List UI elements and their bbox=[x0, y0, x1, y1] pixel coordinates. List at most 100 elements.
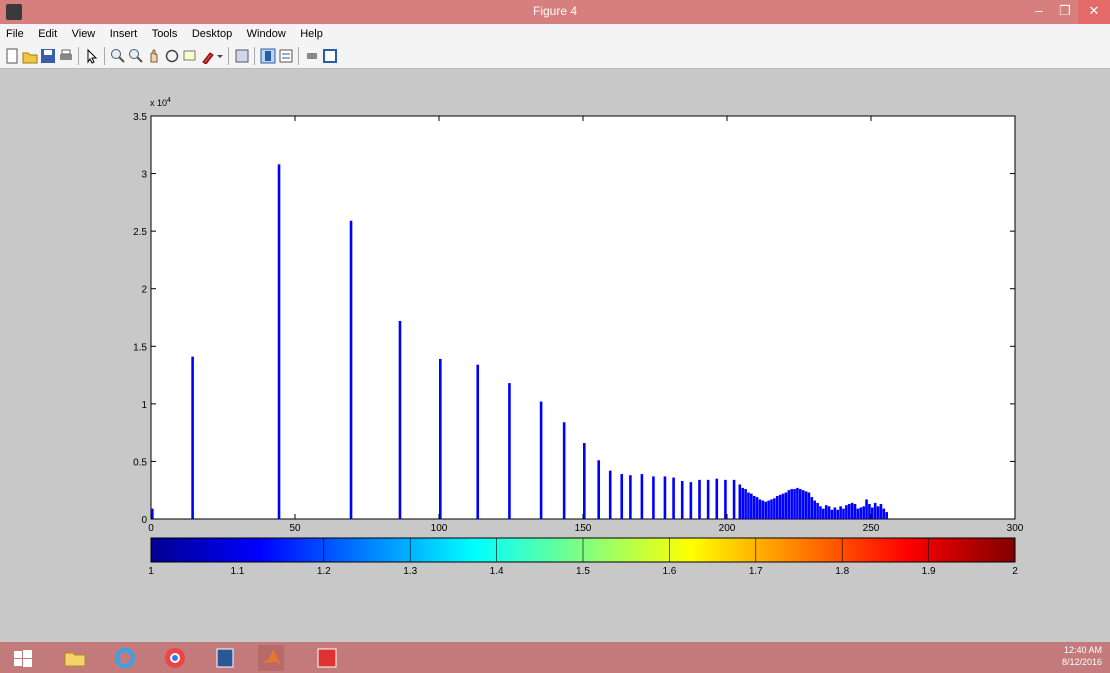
zoom-out-icon[interactable] bbox=[128, 48, 144, 64]
menu-desktop[interactable]: Desktop bbox=[191, 28, 233, 40]
document-app-icon[interactable] bbox=[212, 645, 238, 671]
histogram-bar bbox=[663, 476, 667, 519]
minimize-button[interactable]: – bbox=[1035, 3, 1043, 18]
histogram-bar bbox=[836, 509, 840, 519]
histogram-bar bbox=[842, 508, 845, 519]
histogram-bar bbox=[349, 220, 353, 519]
x-tick-label: 200 bbox=[719, 523, 736, 534]
figure-canvas[interactable]: 0 50 100 150 200 250 300 0 0.5 1 1.5 2 2.5 3 3.5 x 104… bbox=[0, 69, 1110, 642]
x-tick-label: 250 bbox=[863, 523, 880, 534]
histogram-bar bbox=[715, 478, 719, 519]
histogram-bar bbox=[640, 474, 644, 519]
menu-view[interactable]: View bbox=[71, 28, 96, 40]
histogram-bar bbox=[439, 358, 442, 519]
histogram-bar bbox=[508, 383, 511, 519]
y-tick-label: 3 bbox=[141, 170, 147, 181]
rotate-3d-icon[interactable] bbox=[164, 48, 180, 64]
new-figure-icon[interactable] bbox=[4, 48, 20, 64]
x-tick-label: 150 bbox=[575, 523, 592, 534]
x-tick-label: 50 bbox=[289, 523, 301, 534]
open-file-icon[interactable] bbox=[22, 48, 38, 64]
histogram-bar bbox=[620, 474, 624, 519]
histogram-bar bbox=[784, 492, 788, 519]
data-cursor-icon[interactable] bbox=[182, 48, 198, 64]
clock-date: 8/12/2016 bbox=[1061, 657, 1102, 667]
window-title: Figure 4 bbox=[532, 4, 578, 18]
save-icon[interactable] bbox=[40, 48, 56, 64]
menu-window[interactable]: Window bbox=[246, 28, 286, 40]
colorbar-tick-label: 1.3 bbox=[403, 566, 417, 577]
insert-legend-icon[interactable] bbox=[278, 48, 294, 64]
hide-plot-tools-icon[interactable] bbox=[304, 48, 320, 64]
insert-colorbar-icon[interactable] bbox=[260, 48, 276, 64]
y-tick-label: 2 bbox=[141, 285, 147, 296]
colorbar-tick-label: 1.2 bbox=[317, 566, 331, 577]
histogram-bar bbox=[813, 500, 816, 519]
internet-explorer-icon[interactable] bbox=[112, 645, 138, 671]
window-titlebar: Figure 4 – ❐ ✕ bbox=[0, 0, 1110, 24]
system-clock[interactable]: 12:40 AM 8/12/2016 bbox=[1062, 644, 1102, 668]
image-app-icon[interactable] bbox=[314, 645, 340, 671]
histogram-bar bbox=[879, 504, 883, 519]
figure-toolbar bbox=[0, 44, 1110, 69]
histogram-bar bbox=[652, 476, 655, 519]
file-explorer-icon[interactable] bbox=[62, 645, 88, 671]
histogram-bar bbox=[773, 498, 776, 519]
histogram-bar bbox=[775, 495, 779, 519]
histogram-bar bbox=[151, 508, 154, 519]
colorbar-tick-label: 1.6 bbox=[662, 566, 676, 577]
histogram-bar bbox=[859, 507, 863, 519]
histogram-bar bbox=[876, 506, 880, 519]
menu-file[interactable]: File bbox=[6, 28, 24, 40]
link-plot-icon[interactable] bbox=[234, 48, 250, 64]
histogram-bar bbox=[824, 505, 828, 519]
show-plot-tools-icon[interactable] bbox=[322, 48, 338, 64]
colorbar-tick-label: 1.9 bbox=[922, 566, 936, 577]
histogram-bar bbox=[885, 512, 888, 519]
colorbar-tick-label: 1.7 bbox=[749, 566, 763, 577]
close-button[interactable]: ✕ bbox=[1078, 0, 1110, 24]
menu-help[interactable]: Help bbox=[300, 28, 323, 40]
histogram-bar bbox=[732, 479, 736, 519]
histogram-bar bbox=[597, 460, 600, 519]
histogram-bar bbox=[833, 507, 837, 519]
menu-edit[interactable]: Edit bbox=[38, 28, 58, 40]
colorbar-tick-label: 1.5 bbox=[576, 566, 590, 577]
toolbar-separator bbox=[104, 47, 105, 65]
matlab-icon[interactable] bbox=[258, 645, 284, 671]
histogram-bar bbox=[764, 501, 768, 519]
histogram-bar bbox=[845, 505, 848, 519]
toolbar-separator bbox=[78, 47, 79, 65]
maximize-button[interactable]: ❐ bbox=[1059, 3, 1071, 18]
histogram-bar bbox=[787, 490, 791, 519]
histogram-bar bbox=[724, 479, 727, 519]
toolbar-separator bbox=[254, 47, 255, 65]
plot-svg: 0 50 100 150 200 250 300 0 0.5 1 1.5 2 2.5 3 3.5 x 104… bbox=[133, 97, 1024, 577]
zoom-in-icon[interactable] bbox=[110, 48, 126, 64]
histogram-bar bbox=[799, 489, 802, 519]
menu-tools[interactable]: Tools bbox=[151, 28, 178, 40]
histogram-bar bbox=[698, 479, 701, 519]
histogram-bar bbox=[539, 401, 543, 519]
histogram-bar bbox=[629, 475, 632, 519]
menu-insert[interactable]: Insert bbox=[109, 28, 138, 40]
histogram-bar bbox=[672, 477, 675, 519]
pan-icon[interactable] bbox=[146, 48, 162, 64]
edit-plot-icon[interactable] bbox=[84, 48, 100, 64]
brush-dropdown-icon[interactable] bbox=[216, 48, 224, 64]
brush-icon[interactable] bbox=[200, 48, 216, 64]
histogram-bar bbox=[856, 508, 860, 519]
histogram-bar bbox=[873, 502, 877, 519]
histogram-bar bbox=[822, 508, 825, 519]
colorbar-tick-label: 1.1 bbox=[230, 566, 244, 577]
toolbar-separator bbox=[298, 47, 299, 65]
x-tick-label: 0 bbox=[148, 523, 154, 534]
histogram-bar bbox=[865, 499, 868, 519]
histogram-bar bbox=[810, 497, 814, 519]
colorbar-tick-label: 2 bbox=[1012, 566, 1018, 577]
histogram-bar bbox=[752, 495, 756, 519]
histogram-bar bbox=[758, 499, 762, 519]
print-icon[interactable] bbox=[58, 48, 74, 64]
chrome-icon[interactable] bbox=[162, 645, 188, 671]
windows-start-icon[interactable] bbox=[10, 645, 36, 671]
